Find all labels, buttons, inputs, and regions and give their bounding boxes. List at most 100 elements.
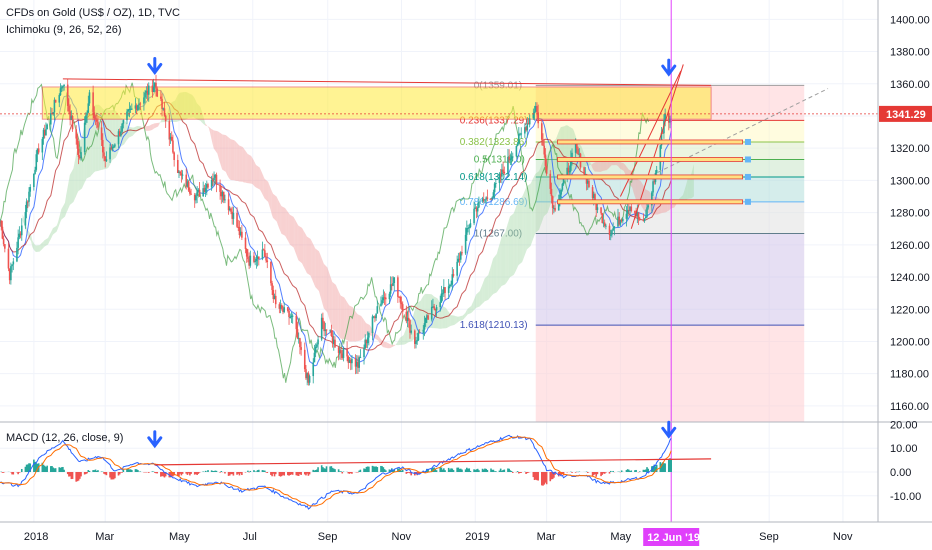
cloud-segment bbox=[303, 229, 305, 269]
cloud-segment bbox=[403, 331, 405, 345]
candle-body bbox=[342, 348, 345, 358]
macd-histogram-bar bbox=[179, 472, 181, 474]
candle-body bbox=[156, 88, 159, 97]
macd-histogram-bar bbox=[128, 469, 131, 472]
candle-body bbox=[444, 287, 446, 293]
candle-body bbox=[440, 293, 443, 303]
candle-body bbox=[219, 184, 221, 192]
macd-histogram-bar bbox=[663, 463, 665, 472]
cloud-segment bbox=[404, 328, 407, 345]
cloud-segment bbox=[489, 267, 491, 299]
cloud-segment bbox=[682, 191, 685, 201]
candle-body bbox=[196, 191, 198, 197]
candle-body bbox=[24, 211, 27, 226]
candle-body bbox=[181, 174, 184, 176]
cloud-segment bbox=[369, 325, 371, 336]
candle-body bbox=[0, 220, 3, 227]
cloud-segment bbox=[687, 173, 692, 199]
macd-histogram-bar bbox=[339, 471, 341, 472]
macd-histogram-bar bbox=[105, 472, 108, 476]
cloud-segment bbox=[312, 243, 315, 285]
macd-histogram-bar bbox=[24, 466, 27, 472]
macd-histogram-bar bbox=[647, 468, 650, 472]
cloud-segment bbox=[499, 241, 501, 290]
time-tick-label: Mar bbox=[537, 531, 556, 543]
candle-body bbox=[464, 234, 467, 254]
candle-body bbox=[76, 138, 79, 149]
cloud-segment bbox=[22, 214, 24, 224]
macd-histogram-bar bbox=[603, 472, 606, 474]
candle-body bbox=[473, 208, 475, 224]
fib-zone bbox=[535, 141, 805, 160]
cloud-segment bbox=[422, 294, 425, 331]
macd-histogram-bar bbox=[475, 469, 478, 472]
cloud-segment bbox=[60, 209, 62, 223]
macd-histogram-bar bbox=[92, 470, 94, 472]
macd-histogram-bar bbox=[486, 469, 489, 472]
candle-body bbox=[100, 127, 103, 140]
candle-body bbox=[59, 88, 62, 96]
cloud-segment bbox=[107, 110, 109, 169]
candle-body bbox=[164, 115, 167, 122]
macd-histogram-bar bbox=[545, 472, 548, 485]
cloud-segment bbox=[691, 168, 693, 199]
candle-body bbox=[237, 226, 240, 228]
cloud-segment bbox=[652, 195, 654, 215]
cloud-segment bbox=[285, 208, 287, 238]
macd-histogram-bar bbox=[28, 463, 30, 472]
fib-level-label: 0.236(1337.29) bbox=[460, 115, 528, 126]
fib-zone bbox=[535, 120, 805, 142]
time-tick-label: Sep bbox=[759, 531, 779, 543]
cloud-segment bbox=[222, 134, 226, 172]
macd-histogram-bar bbox=[126, 468, 128, 472]
candle-body bbox=[348, 359, 351, 363]
macd-histogram-bar bbox=[544, 472, 547, 483]
macd-histogram-bar bbox=[620, 470, 623, 472]
cloud-segment bbox=[378, 335, 380, 343]
candle-body bbox=[7, 248, 10, 269]
macd-histogram-bar bbox=[510, 471, 513, 472]
macd-histogram-bar bbox=[164, 472, 167, 477]
candle-body bbox=[357, 361, 359, 368]
cloud-segment bbox=[635, 177, 637, 203]
macd-histogram-bar bbox=[307, 472, 310, 476]
cloud-segment bbox=[239, 145, 243, 182]
candle-body bbox=[583, 167, 585, 175]
candle-body bbox=[619, 219, 622, 225]
candle-body bbox=[482, 199, 485, 201]
grid bbox=[0, 0, 878, 522]
candle-body bbox=[492, 192, 495, 198]
macd-histogram-bar bbox=[51, 466, 53, 472]
candle-body bbox=[296, 329, 299, 339]
cloud-segment bbox=[685, 183, 687, 201]
cloud-segment bbox=[31, 234, 33, 247]
cloud-segment bbox=[35, 245, 40, 252]
cloud-segment bbox=[236, 142, 238, 181]
candle-body bbox=[101, 139, 104, 153]
candle-body bbox=[439, 302, 442, 308]
macd-histogram-bar bbox=[601, 472, 604, 475]
macd-histogram-bar bbox=[135, 469, 138, 472]
candle-body bbox=[634, 210, 636, 214]
cloud-segment bbox=[328, 271, 330, 321]
macd-histogram-bar bbox=[180, 472, 183, 476]
candle-body bbox=[287, 307, 289, 311]
cloud-segment bbox=[539, 168, 541, 230]
macd-histogram-bar bbox=[262, 470, 265, 472]
candle-body bbox=[231, 211, 233, 219]
candle-body bbox=[49, 113, 52, 125]
candle-body bbox=[52, 112, 55, 115]
candle-body bbox=[306, 373, 308, 379]
cloud-segment bbox=[159, 121, 161, 125]
macd-histogram-bar bbox=[231, 472, 233, 475]
candle-body bbox=[220, 191, 223, 197]
candle-body bbox=[384, 297, 387, 300]
macd-histogram-bar bbox=[410, 472, 412, 476]
macd-histogram-bar bbox=[291, 472, 294, 475]
candle-body bbox=[376, 306, 379, 314]
candle-body bbox=[534, 106, 537, 112]
cloud-segment bbox=[624, 164, 627, 176]
macd-histogram-bar bbox=[351, 472, 353, 474]
cloud-segment bbox=[40, 242, 42, 251]
